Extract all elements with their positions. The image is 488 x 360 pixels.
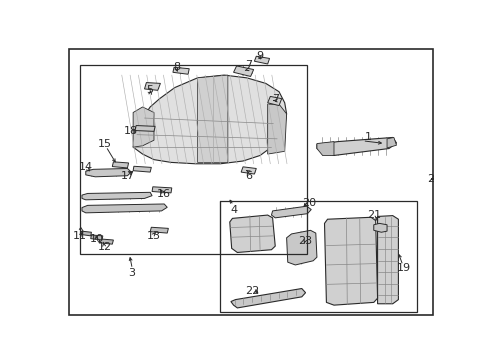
Polygon shape [135, 126, 155, 131]
Polygon shape [324, 217, 377, 305]
Polygon shape [286, 230, 316, 265]
Text: 6: 6 [244, 171, 252, 181]
Text: 13: 13 [147, 231, 161, 241]
Text: 23: 23 [298, 237, 312, 246]
Text: 1: 1 [364, 132, 371, 143]
Polygon shape [85, 168, 131, 177]
Polygon shape [99, 239, 113, 244]
Polygon shape [81, 231, 91, 236]
Polygon shape [112, 162, 128, 168]
Text: 2: 2 [426, 174, 433, 184]
Text: 19: 19 [396, 263, 410, 273]
Text: 14: 14 [79, 162, 93, 172]
Polygon shape [90, 235, 102, 240]
Polygon shape [316, 138, 396, 156]
Text: 17: 17 [120, 171, 134, 181]
Text: 12: 12 [98, 242, 112, 252]
Polygon shape [133, 75, 286, 164]
Polygon shape [152, 187, 171, 193]
Polygon shape [241, 167, 256, 174]
Polygon shape [230, 288, 305, 308]
Text: 15: 15 [98, 139, 111, 149]
Polygon shape [267, 104, 286, 154]
Polygon shape [82, 204, 167, 213]
Polygon shape [173, 67, 189, 74]
Polygon shape [229, 215, 275, 252]
Text: 7: 7 [244, 60, 252, 70]
Text: 21: 21 [366, 210, 380, 220]
Polygon shape [82, 192, 152, 200]
Polygon shape [197, 75, 227, 162]
Polygon shape [133, 166, 151, 172]
Text: 3: 3 [127, 268, 135, 278]
Bar [220, 201, 417, 312]
Polygon shape [373, 223, 386, 232]
Polygon shape [271, 206, 311, 218]
Text: 22: 22 [245, 286, 259, 296]
Polygon shape [386, 138, 396, 148]
Polygon shape [377, 216, 398, 304]
Text: 9: 9 [256, 51, 263, 61]
Polygon shape [316, 141, 333, 156]
Text: 10: 10 [90, 234, 104, 244]
Polygon shape [133, 107, 154, 147]
Text: 16: 16 [156, 189, 170, 199]
Text: 5: 5 [146, 85, 153, 95]
Polygon shape [233, 66, 253, 76]
Polygon shape [267, 96, 281, 105]
Text: 8: 8 [173, 62, 180, 72]
Polygon shape [150, 227, 168, 233]
Text: 18: 18 [124, 126, 138, 135]
Polygon shape [254, 56, 269, 64]
Polygon shape [144, 82, 160, 90]
Text: 20: 20 [302, 198, 316, 208]
Text: 4: 4 [229, 204, 237, 215]
Bar [80, 66, 307, 254]
Text: 11: 11 [73, 231, 87, 241]
Text: 7: 7 [271, 94, 278, 104]
